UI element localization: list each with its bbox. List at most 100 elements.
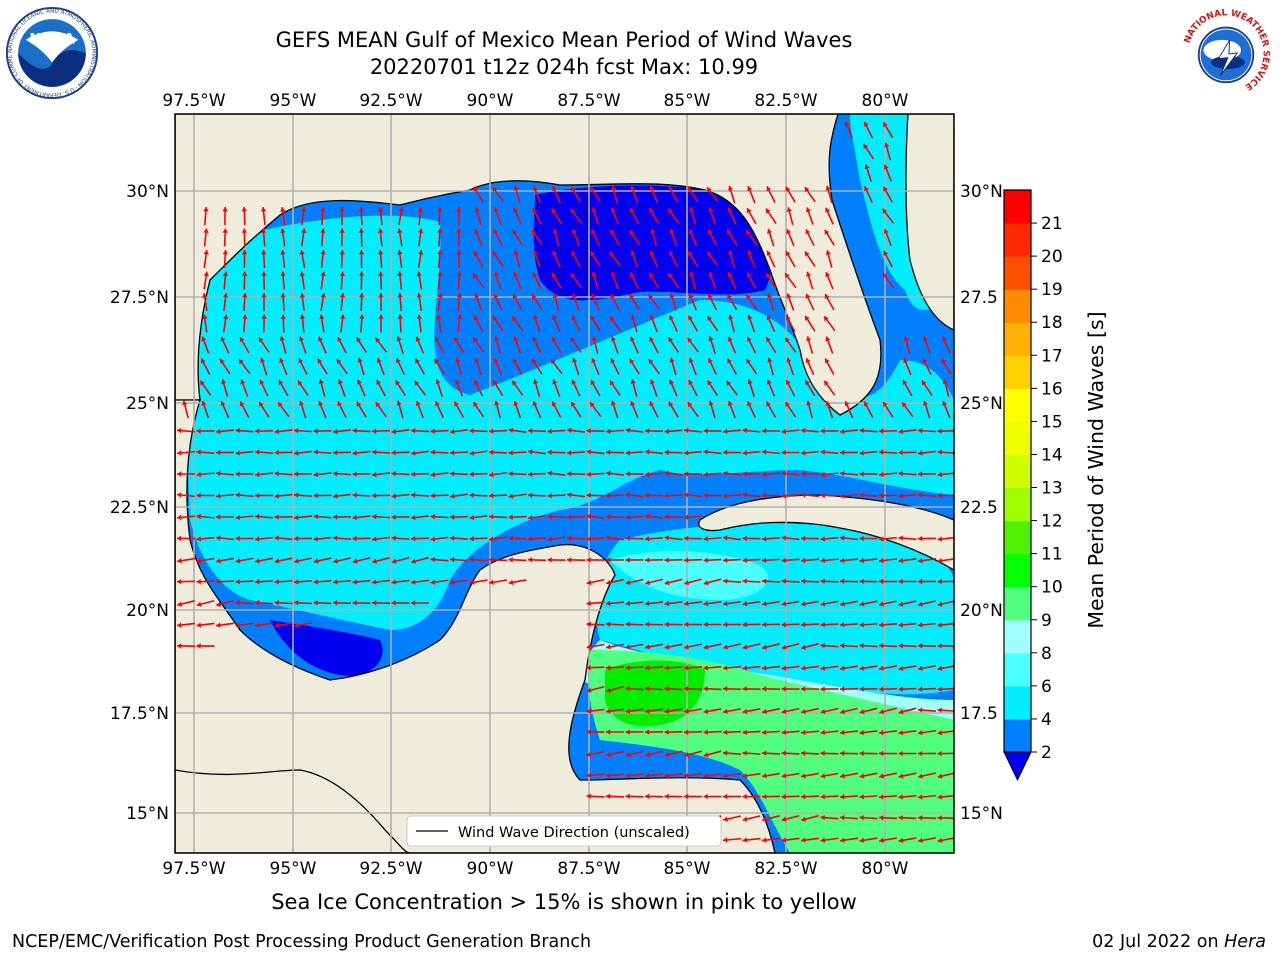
lon-label-top: 97.5°W [162, 91, 225, 111]
wind-wave-arrow [550, 358, 563, 375]
wind-wave-arrow [703, 772, 722, 779]
wind-wave-arrow [805, 207, 814, 225]
wind-wave-arrow [800, 772, 820, 779]
wind-wave-arrow [800, 578, 820, 584]
wind-wave-arrow [240, 379, 249, 397]
wind-wave-arrow [274, 449, 293, 456]
wind-wave-arrow [937, 665, 954, 672]
wind-wave-arrow [820, 750, 839, 757]
wind-wave-arrow [645, 750, 663, 758]
wind-wave-arrow [625, 535, 644, 542]
wind-wave-arrow [766, 186, 776, 203]
wind-wave-arrow [937, 536, 954, 542]
wind-wave-arrow [508, 579, 527, 585]
wind-wave-arrow [825, 185, 833, 204]
wind-wave-arrow [280, 228, 286, 247]
wind-wave-arrow [410, 514, 430, 521]
wind-wave-arrow [722, 470, 742, 477]
wind-wave-arrow [703, 536, 722, 542]
wind-wave-arrow [937, 707, 954, 713]
wind-wave-arrow [881, 208, 895, 224]
wind-wave-arrow [941, 358, 952, 375]
wind-wave-arrow [898, 794, 917, 800]
colorbar-band [1004, 421, 1031, 456]
wind-wave-arrow [455, 357, 463, 376]
wind-wave-arrow [410, 535, 430, 542]
wind-wave-arrow [318, 400, 327, 419]
wind-wave-arrow [493, 229, 503, 246]
wind-wave-arrow [449, 493, 469, 499]
wind-wave-arrow [469, 492, 488, 498]
wind-wave-arrow [300, 228, 307, 247]
wind-wave-arrow [805, 293, 815, 311]
lat-label-right: 27.5 [960, 288, 998, 308]
wind-wave-arrow [469, 557, 488, 563]
wind-wave-arrow [196, 557, 215, 564]
wind-wave-arrow [630, 250, 638, 268]
wind-wave-arrow [274, 535, 293, 541]
wind-wave-arrow [859, 492, 878, 498]
wind-wave-arrow [706, 251, 719, 267]
wind-wave-arrow [820, 449, 839, 455]
wind-wave-arrow [552, 228, 560, 247]
wind-wave-arrow [898, 643, 917, 649]
wind-wave-arrow [664, 793, 683, 800]
wind-wave-arrow [823, 380, 836, 396]
wind-wave-arrow [415, 336, 425, 354]
wind-wave-arrow [352, 428, 371, 434]
wind-wave-arrow [800, 665, 820, 671]
wind-wave-arrow [571, 379, 581, 397]
wind-wave-arrow [456, 271, 462, 290]
wind-wave-arrow [222, 249, 229, 269]
wind-wave-arrow [391, 428, 410, 435]
wind-wave-arrow [235, 579, 254, 585]
wind-wave-arrow [551, 401, 562, 418]
wind-wave-arrow [761, 621, 781, 628]
wind-wave-arrow [258, 401, 270, 418]
wind-wave-arrow [552, 314, 561, 333]
wind-wave-arrow [297, 380, 309, 396]
wind-wave-arrow [703, 600, 722, 607]
wind-wave-arrow [937, 600, 954, 607]
wind-wave-arrow [235, 492, 254, 498]
wind-wave-arrow [630, 379, 638, 397]
wind-wave-arrow [242, 314, 248, 333]
wind-wave-arrow [937, 730, 954, 736]
wind-wave-arrow [336, 358, 348, 375]
wind-wave-arrow [293, 471, 313, 477]
wind-wave-arrow [898, 707, 917, 715]
wind-wave-arrow [859, 427, 878, 434]
wind-wave-arrow [767, 293, 775, 311]
wind-wave-arrow [474, 207, 482, 225]
wind-wave-arrow [781, 772, 800, 779]
wind-wave-arrow [280, 271, 286, 290]
colorbar-band [1004, 454, 1031, 489]
wind-wave-arrow [878, 794, 898, 800]
wind-wave-arrow [378, 271, 384, 290]
wind-wave-arrow [722, 686, 742, 692]
wind-wave-arrow [492, 186, 504, 203]
wind-wave-arrow [644, 772, 664, 779]
wind-wave-arrow [377, 228, 384, 247]
wind-wave-arrow [437, 292, 443, 312]
chart-subtitle: 20220701 t12z 024h fcst Max: 10.99 [369, 55, 759, 79]
wind-wave-arrow [391, 449, 410, 456]
wind-wave-arrow [572, 357, 580, 376]
wind-wave-arrow [203, 228, 209, 247]
wind-wave-arrow [923, 400, 931, 419]
wind-wave-arrow [606, 557, 624, 563]
wind-wave-arrow [689, 207, 697, 225]
wind-wave-arrow [687, 401, 699, 418]
wind-wave-arrow [664, 514, 683, 520]
wind-wave-arrow [644, 471, 664, 478]
wind-wave-arrow [430, 514, 449, 520]
wind-wave-arrow [879, 600, 897, 607]
wind-wave-arrow [625, 665, 644, 671]
wind-wave-arrow [586, 621, 605, 627]
wind-wave-arrow [566, 427, 586, 434]
wind-wave-arrow [706, 379, 719, 397]
wind-wave-arrow [765, 401, 777, 418]
wind-wave-arrow [176, 557, 196, 564]
wind-wave-arrow [903, 357, 912, 376]
wind-wave-arrow [898, 815, 917, 821]
